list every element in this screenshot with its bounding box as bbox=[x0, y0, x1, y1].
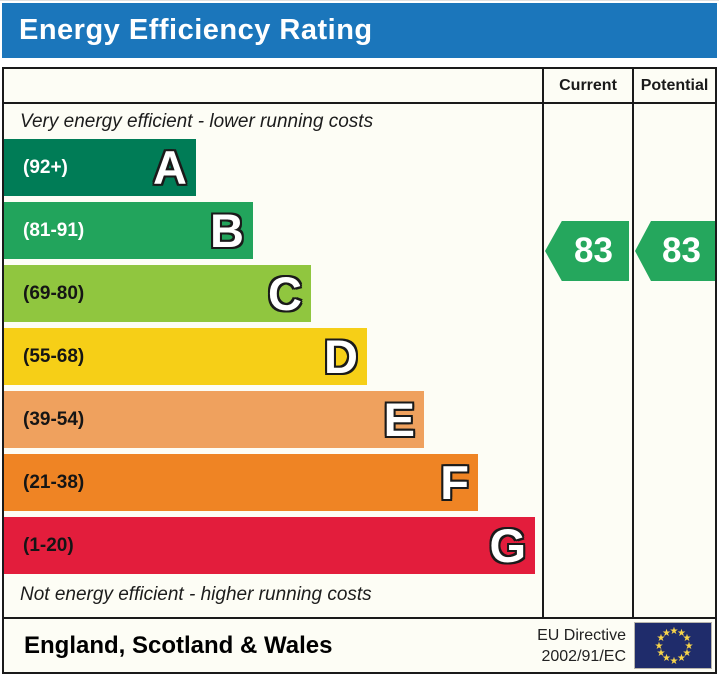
band-d: (55-68) D bbox=[4, 328, 367, 385]
eu-directive-line2: 2002/91/EC bbox=[541, 647, 626, 665]
eu-star-icon: ★ bbox=[669, 625, 679, 637]
title-bar: Energy Efficiency Rating bbox=[2, 3, 717, 58]
band-e: (39-54) E bbox=[4, 391, 424, 448]
eu-star-icon: ★ bbox=[662, 653, 671, 665]
region-label: England, Scotland & Wales bbox=[24, 631, 333, 659]
eu-star-icon: ★ bbox=[677, 653, 686, 665]
eu-star-icon: ★ bbox=[677, 627, 686, 639]
eu-star-icon: ★ bbox=[684, 640, 694, 652]
current-rating-value: 83 bbox=[574, 231, 613, 270]
potential-rating-value: 83 bbox=[662, 231, 701, 270]
band-range: (39-54) bbox=[23, 408, 85, 430]
band-letter: A bbox=[153, 141, 187, 194]
header-separator bbox=[4, 102, 715, 104]
band-a: (92+) A bbox=[4, 139, 196, 196]
current-rating-arrow: 83 bbox=[545, 221, 629, 281]
footer-separator bbox=[4, 617, 715, 619]
eu-star-icon: ★ bbox=[682, 648, 692, 659]
column-divider-potential bbox=[632, 69, 634, 619]
band-c: (69-80) C bbox=[4, 265, 311, 322]
band-range: (1-20) bbox=[23, 534, 74, 556]
band-letter: C bbox=[268, 267, 302, 320]
eu-star-icon: ★ bbox=[656, 633, 666, 644]
band-range: (55-68) bbox=[23, 345, 85, 367]
column-divider-current bbox=[542, 69, 544, 619]
eu-star-icon: ★ bbox=[669, 655, 679, 667]
eu-directive-label: EU Directive 2002/91/EC bbox=[537, 625, 634, 667]
footer-bar: England, Scotland & Wales EU Directive 2… bbox=[4, 619, 715, 672]
eu-star-icon: ★ bbox=[662, 627, 671, 639]
eu-directive-line1: EU Directive bbox=[537, 626, 626, 644]
eu-flag: ★ ★ ★ ★ ★ ★ ★ ★ ★ ★ ★ ★ bbox=[634, 622, 712, 669]
band-b: (81-91) B bbox=[4, 202, 253, 259]
page-title: Energy Efficiency Rating bbox=[19, 14, 373, 46]
band-range: (21-38) bbox=[23, 471, 85, 493]
band-range: (69-80) bbox=[23, 282, 85, 304]
band-range: (81-91) bbox=[23, 219, 85, 241]
band-letter: B bbox=[210, 204, 244, 257]
column-header-current: Current bbox=[559, 76, 617, 94]
column-header-potential: Potential bbox=[640, 76, 709, 94]
eu-star-icon: ★ bbox=[656, 648, 666, 659]
band-letter: D bbox=[324, 330, 358, 383]
band-g: (1-20) G bbox=[4, 517, 535, 574]
band-letter: E bbox=[383, 393, 415, 446]
rating-table: Current Potential Very energy efficient … bbox=[2, 67, 717, 674]
band-letter: G bbox=[489, 519, 526, 572]
eu-star-icon: ★ bbox=[654, 640, 664, 652]
band-range: (92+) bbox=[23, 156, 68, 178]
potential-rating-arrow: 83 bbox=[635, 221, 715, 281]
eu-star-icon: ★ bbox=[682, 633, 692, 644]
band-letter: F bbox=[440, 456, 469, 509]
band-f: (21-38) F bbox=[4, 454, 478, 511]
caption-very-efficient: Very energy efficient - lower running co… bbox=[20, 111, 374, 132]
caption-not-efficient: Not energy efficient - higher running co… bbox=[20, 584, 372, 605]
